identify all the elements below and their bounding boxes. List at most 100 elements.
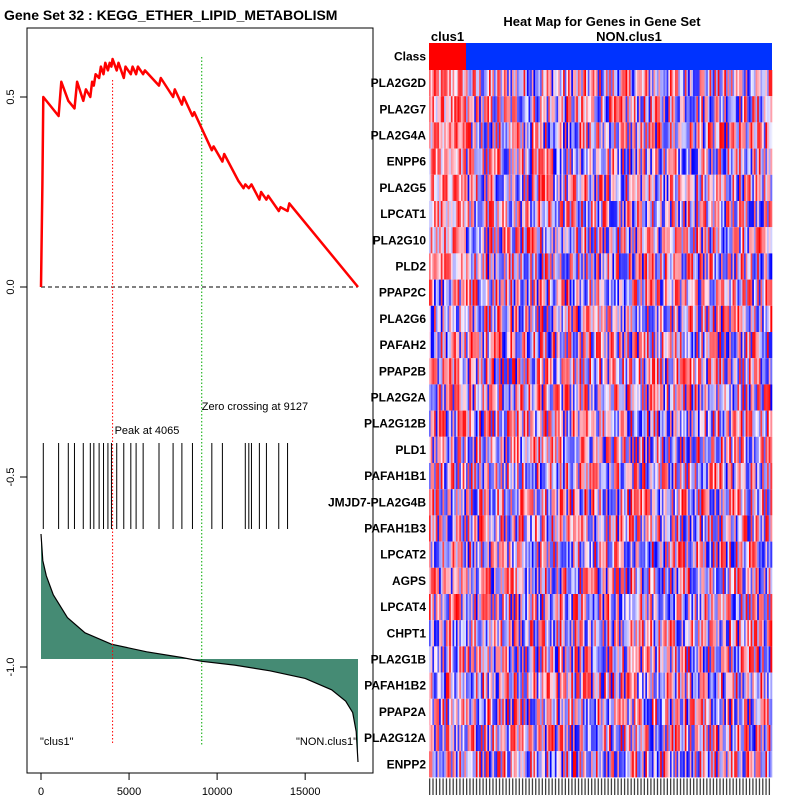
heatmap-cell <box>541 174 544 201</box>
heatmap-cell <box>745 384 748 411</box>
heatmap-cell <box>540 332 542 359</box>
heatmap-cell <box>475 305 478 332</box>
heatmap-cell <box>640 567 643 594</box>
heatmap-cell <box>563 358 566 385</box>
heatmap-cell <box>559 227 562 254</box>
heatmap-cell <box>691 567 694 594</box>
heatmap-cell <box>724 279 727 306</box>
heatmap-cell <box>625 279 628 306</box>
heatmap-cell <box>760 436 763 463</box>
heatmap-cell <box>748 489 751 516</box>
heatmap-cell <box>612 463 615 490</box>
heatmap-cell <box>763 148 766 175</box>
heatmap-cell <box>656 70 659 97</box>
heatmap-cell <box>665 410 668 437</box>
heatmap-cell <box>475 672 478 699</box>
heatmap-cell <box>455 672 458 699</box>
heatmap-cell <box>653 620 656 647</box>
heatmap-cell <box>617 646 620 673</box>
heatmap-cell <box>651 541 654 568</box>
heatmap-cell <box>462 70 465 97</box>
heatmap-cell <box>546 174 549 201</box>
heatmap-cell <box>559 148 562 175</box>
heatmap-cell <box>430 201 433 228</box>
heatmap-cell <box>582 148 585 175</box>
heatmap-cell <box>569 515 572 542</box>
heatmap-cell <box>525 96 528 123</box>
heatmap-cell <box>694 253 697 280</box>
heatmap-cell <box>444 305 447 332</box>
heatmap-cell <box>533 70 536 97</box>
heatmap-cell <box>551 541 554 568</box>
heatmap-cell <box>571 620 574 647</box>
heatmap-cell <box>734 96 737 123</box>
heatmap-cell <box>513 646 516 673</box>
heatmap-cell <box>454 384 457 411</box>
heatmap-cell <box>724 463 727 490</box>
heatmap-cell <box>610 305 613 332</box>
heatmap-cell <box>521 436 524 463</box>
heatmap-cell <box>455 174 458 201</box>
heatmap-cell <box>450 174 453 201</box>
heatmap-cell <box>619 672 621 699</box>
heatmap-cell <box>595 384 598 411</box>
heatmap-cell <box>490 358 493 385</box>
heatmap-cell <box>530 463 533 490</box>
heatmap-cell <box>581 358 584 385</box>
heatmap-cell <box>521 463 524 490</box>
heatmap-cell <box>620 305 623 332</box>
heatmap-cell <box>661 358 664 385</box>
heatmap-cell <box>663 253 666 280</box>
heatmap-cell <box>716 541 719 568</box>
heatmap-cell <box>530 567 533 594</box>
heatmap-cell <box>561 70 564 97</box>
heatmap-cell <box>452 70 455 97</box>
heatmap-cell <box>464 384 467 411</box>
heatmap-cell <box>671 384 674 411</box>
heatmap-cell <box>599 672 602 699</box>
heatmap-cell <box>503 384 506 411</box>
heatmap-cell <box>744 594 746 621</box>
heatmap-cell <box>564 227 567 254</box>
heatmap-cell <box>531 463 534 490</box>
heatmap-cell <box>464 70 467 97</box>
heatmap-cell <box>619 384 621 411</box>
heatmap-cell <box>530 332 533 359</box>
heatmap-cell <box>729 410 732 437</box>
heatmap-cell <box>561 148 564 175</box>
left-class-label: "clus1" <box>40 736 74 748</box>
heatmap-cell <box>674 174 677 201</box>
heatmap-cell <box>711 410 714 437</box>
heatmap-cell <box>740 227 743 254</box>
heatmap-cell <box>546 279 549 306</box>
heatmap-cell <box>642 620 644 647</box>
heatmap-cell <box>541 253 544 280</box>
heatmap-cell <box>566 646 569 673</box>
heatmap-cell <box>440 96 443 123</box>
heatmap-cell <box>765 201 768 228</box>
heatmap-cell <box>633 384 636 411</box>
heatmap-cell <box>670 567 672 594</box>
heatmap-cell <box>701 410 704 437</box>
heatmap-cell <box>660 410 663 437</box>
heatmap-cell <box>442 332 445 359</box>
heatmap-row <box>429 594 773 621</box>
heatmap-cell <box>674 253 677 280</box>
heatmap-cell <box>625 358 628 385</box>
heatmap-row <box>429 174 773 201</box>
heatmap-cell <box>510 410 513 437</box>
heatmap-cell <box>600 122 603 149</box>
heatmap-cell <box>576 646 579 673</box>
heatmap-cell <box>492 567 495 594</box>
heatmap-cell <box>737 567 740 594</box>
heatmap-cell <box>490 594 493 621</box>
heatmap-cell <box>447 672 450 699</box>
heatmap-cell <box>627 358 630 385</box>
heatmap-cell <box>549 384 552 411</box>
heatmap-cell <box>730 515 733 542</box>
heatmap-cell <box>760 594 763 621</box>
heatmap-cell <box>696 410 699 437</box>
heatmap-cell <box>548 410 551 437</box>
heatmap-cell <box>605 96 608 123</box>
heatmap-cell <box>757 594 760 621</box>
